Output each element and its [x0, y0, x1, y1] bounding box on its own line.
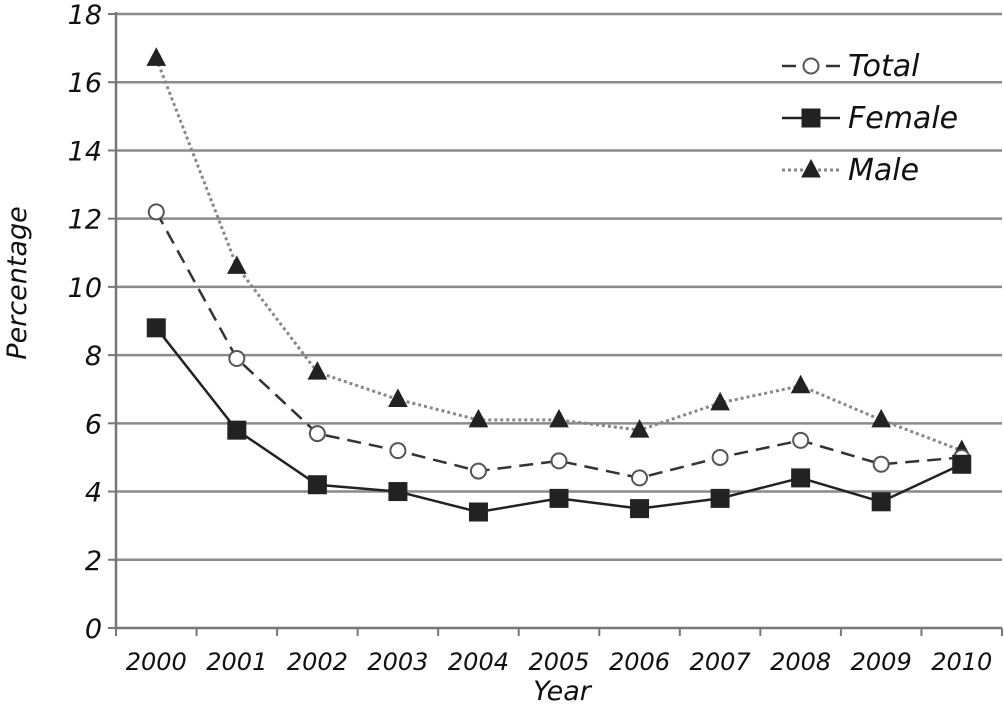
data-point-male: [801, 158, 821, 178]
data-point-female: [710, 488, 730, 508]
y-tick-label: 6: [85, 409, 102, 440]
y-tick-label: 12: [68, 205, 102, 236]
y-tick-label: 16: [68, 68, 102, 99]
axes: [108, 12, 1003, 636]
x-tick-label: 2007: [690, 648, 752, 676]
data-point-total: [308, 425, 326, 443]
data-point-total: [802, 57, 820, 75]
data-point-total: [147, 203, 165, 221]
x-tick-label: 2006: [609, 648, 670, 676]
data-point-total: [792, 431, 810, 449]
data-point-female: [146, 318, 166, 338]
data-point-male: [226, 255, 247, 274]
y-tick-label: 18: [68, 0, 102, 31]
data-point-female: [307, 475, 327, 495]
legend-item-total: Total: [782, 49, 920, 84]
data-point-male: [790, 374, 811, 394]
legend-label: Male: [848, 153, 919, 188]
x-tick-label: 2010: [931, 648, 992, 676]
data-point-male: [629, 419, 650, 438]
legend-item-female: Female: [782, 101, 958, 136]
data-point-total: [550, 452, 568, 470]
data-point-male: [307, 361, 328, 380]
x-tick-labels: 2000 2001 2002 2003 2004 2005 2006 2007 2008 2009…: [126, 648, 993, 676]
series: [146, 47, 972, 522]
y-tick-label: 10: [68, 273, 102, 304]
legend: Total Female Male: [782, 49, 958, 188]
x-tick-label: 2009: [851, 648, 912, 676]
data-point-female: [952, 454, 972, 474]
data-point-total: [872, 455, 890, 473]
series-female: [146, 318, 972, 522]
grid: [116, 12, 1002, 562]
x-tick-label: 2002: [287, 648, 348, 676]
data-point-female: [468, 502, 488, 522]
data-point-total: [389, 442, 407, 460]
y-axis-title: Percentage: [2, 206, 33, 359]
data-point-female: [801, 108, 821, 128]
data-point-female: [388, 482, 408, 502]
x-tick-label: 2000: [126, 648, 187, 676]
data-point-total: [228, 350, 246, 368]
series-line-total: [155, 211, 962, 480]
data-point-male: [549, 408, 569, 428]
data-point-male: [871, 408, 892, 428]
legend-item-male: Male: [782, 153, 919, 188]
data-point-female: [227, 420, 247, 440]
data-point-total: [711, 448, 729, 466]
x-axis-title: Year: [533, 676, 593, 705]
x-tick-label: 2003: [367, 648, 428, 676]
y-tick-label: 4: [85, 478, 102, 509]
data-point-male: [146, 47, 167, 66]
x-tick-label: 2004: [448, 648, 509, 676]
data-point-total: [469, 462, 487, 480]
legend-label: Female: [848, 101, 958, 136]
data-point-female: [630, 499, 650, 519]
y-tick-labels: 0 2 4 6 8 10 12 14 16 18: [68, 0, 102, 645]
y-tick-label: 0: [85, 614, 102, 645]
y-tick-label: 14: [68, 136, 102, 167]
x-tick-label: 2008: [770, 648, 831, 676]
y-tick-label: 8: [85, 341, 102, 372]
legend-label: Total: [848, 49, 920, 84]
data-point-total: [631, 469, 649, 487]
series-total: [147, 203, 971, 487]
data-point-male: [468, 408, 489, 428]
x-tick-label: 2001: [206, 648, 267, 676]
data-point-male: [388, 388, 408, 407]
data-point-female: [549, 488, 569, 508]
series-male: [146, 47, 972, 459]
x-tick-label: 2005: [528, 648, 589, 676]
data-point-male: [710, 391, 730, 411]
data-point-female: [791, 468, 811, 488]
data-point-female: [871, 492, 891, 512]
y-tick-label: 2: [85, 546, 102, 577]
series-line-male: [154, 57, 963, 453]
